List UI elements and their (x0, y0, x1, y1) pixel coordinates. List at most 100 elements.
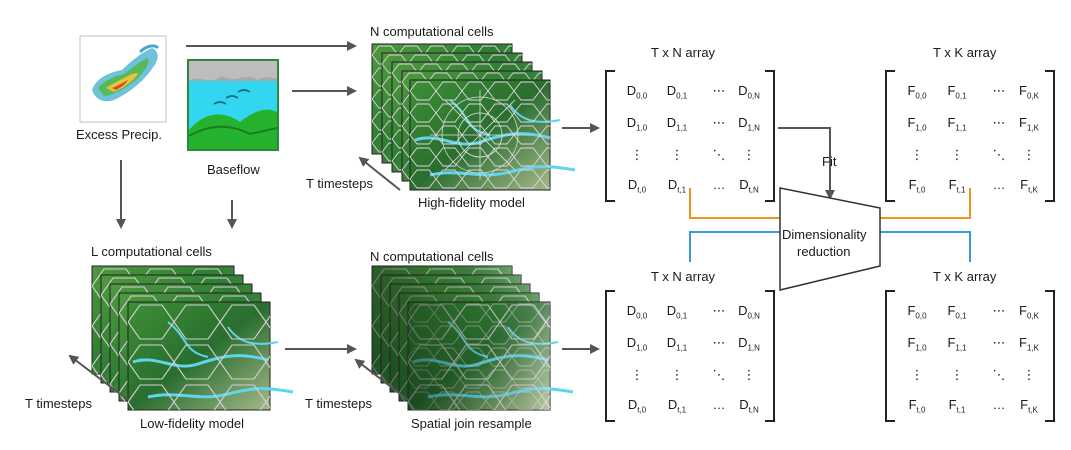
matrix-cell: … (712, 397, 726, 412)
tn-top-title: T x N array (651, 45, 716, 60)
resample-stack (371, 265, 575, 411)
matrix-cell: F0,K (1019, 303, 1039, 321)
tk-array-bottom: F0,0 F0,1 ⋯ F0,K F1,0 F1,1 ⋯ F1,K ⋮ ⋮ ⋱ ⋮ Ft,0 Ft,1 … F… (885, 290, 1055, 422)
matrix-cell: ⋯ (992, 115, 1006, 130)
matrix-cell: ⋯ (712, 83, 726, 98)
matrix-cell: Dt,1 (667, 177, 687, 195)
matrix-cell: ⋯ (712, 115, 726, 130)
arrow-timesteps-low (68, 354, 129, 401)
spatial-join-label: Spatial join resample (411, 416, 532, 431)
matrix-cell: Dt,0 (627, 177, 647, 195)
dim-reduction-block (779, 187, 881, 291)
matrix-cell: Dt,N (739, 177, 759, 195)
matrix-cell: D0,1 (666, 83, 688, 101)
matrix-cell: F0,1 (947, 303, 967, 321)
flow-arrows (68, 41, 835, 401)
matrix-cell: ⋯ (992, 83, 1006, 98)
fit-label: Fit (822, 154, 837, 169)
matrix-cell: D0,1 (666, 303, 688, 321)
matrix-cell: ⋯ (712, 335, 726, 350)
matrix-cell: ⋯ (992, 303, 1006, 318)
matrix-cell: D0,0 (626, 83, 648, 101)
right-bracket (765, 70, 775, 202)
matrix-cell: D0,0 (626, 303, 648, 321)
left-bracket (885, 70, 895, 202)
matrix-cell: ⋮ (630, 147, 644, 162)
high-fidelity-stack (371, 43, 577, 191)
tn-array-top: D0,0 D0,1 ⋯ D0,N D1,0 D1,1 ⋯ D1,N ⋮ ⋮ ⋱ ⋮ Dt,0 Dt,1 … D… (605, 70, 775, 202)
matrix-cell: ⋮ (1022, 367, 1036, 382)
arrow-fit (778, 127, 835, 200)
excess-precip-label: Excess Precip. (76, 127, 162, 142)
matrix-cell: ⋱ (712, 147, 726, 162)
matrix-cell: D1,N (738, 335, 760, 353)
blue-connector-left (689, 231, 782, 262)
t-timesteps-top-label: T timesteps (306, 176, 373, 191)
matrix-cell: ⋱ (992, 367, 1006, 382)
matrix-cell: F1,K (1019, 115, 1039, 133)
matrix-cell: ⋮ (950, 367, 964, 382)
blue-connector-right (878, 231, 971, 262)
n-cells-bottom-label: N computational cells (370, 249, 494, 264)
matrix-cell: D1,0 (626, 335, 648, 353)
tn-bottom-title: T x N array (651, 269, 716, 284)
matrix-cell: F1,K (1019, 335, 1039, 353)
precip-radar-icon (79, 35, 167, 123)
matrix-cell: Ft,K (1020, 177, 1038, 195)
matrix-cell: D1,1 (666, 115, 688, 133)
matrix-cell: ⋱ (992, 147, 1006, 162)
matrix-cell: … (992, 397, 1006, 412)
matrix-cell: F1,0 (907, 335, 927, 353)
matrix-cell: F0,1 (947, 83, 967, 101)
matrix-cell: D1,0 (626, 115, 648, 133)
tk-bottom-title: T x K array (933, 269, 997, 284)
matrix-cell: F0,0 (907, 83, 927, 101)
matrix-cell: … (992, 177, 1006, 192)
tk-top-title: T x K array (933, 45, 997, 60)
matrix-cell: ⋮ (1022, 147, 1036, 162)
matrix-cell: ⋯ (992, 335, 1006, 350)
dim-reduction-line1: Dimensionality (782, 227, 867, 242)
matrix-cell: D0,N (738, 303, 760, 321)
matrix-cell: ⋱ (712, 367, 726, 382)
matrix-cell: F1,1 (947, 115, 967, 133)
matrix-cell: F0,K (1019, 83, 1039, 101)
l-cells-label: L computational cells (91, 244, 212, 259)
arrow-timesteps-top (358, 156, 401, 191)
right-bracket (765, 290, 775, 422)
left-bracket (885, 290, 895, 422)
matrix-cell: Ft,1 (948, 177, 966, 195)
baseflow-label: Baseflow (207, 162, 260, 177)
right-bracket (1045, 290, 1055, 422)
orange-connector-left (689, 188, 782, 219)
matrix-cell: F0,0 (907, 303, 927, 321)
matrix-cell: Ft,0 (908, 177, 926, 195)
matrix-cell: Dt,1 (667, 397, 687, 415)
matrix-cell: ⋮ (630, 367, 644, 382)
matrix-cell: Dt,0 (627, 397, 647, 415)
orange-connector-right (878, 188, 971, 219)
matrix-cell: D0,N (738, 83, 760, 101)
matrix-cell: … (712, 177, 726, 192)
matrix-cell: ⋮ (670, 367, 684, 382)
arrow-timesteps-resample (354, 358, 409, 401)
baseflow-icon (187, 59, 279, 151)
t-timesteps-low-label: T timesteps (25, 396, 92, 411)
matrix-cell: F1,0 (907, 115, 927, 133)
n-cells-top-label: N computational cells (370, 24, 494, 39)
matrix-cell: ⋮ (742, 147, 756, 162)
matrix-cell: ⋮ (670, 147, 684, 162)
high-fidelity-label: High-fidelity model (418, 195, 525, 210)
t-timesteps-resample-label: T timesteps (305, 396, 372, 411)
matrix-cell: Ft,0 (908, 397, 926, 415)
matrix-cell: ⋮ (910, 147, 924, 162)
tk-array-top: F0,0 F0,1 ⋯ F0,K F1,0 F1,1 ⋯ F1,K ⋮ ⋮ ⋱ ⋮ Ft,0 Ft,1 … F… (885, 70, 1055, 202)
low-fidelity-label: Low-fidelity model (140, 416, 245, 431)
matrix-cell: ⋮ (742, 367, 756, 382)
right-bracket (1045, 70, 1055, 202)
matrix-cell: ⋮ (950, 147, 964, 162)
matrix-cell: Dt,N (739, 397, 759, 415)
matrix-cell: Ft,1 (948, 397, 966, 415)
matrix-cell: F1,1 (947, 335, 967, 353)
